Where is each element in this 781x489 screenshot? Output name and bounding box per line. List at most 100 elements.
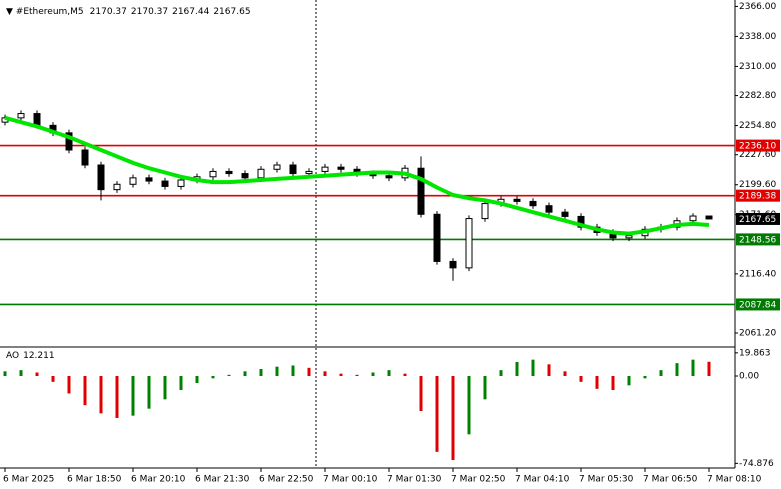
ao-bar	[259, 369, 263, 376]
ao-bar	[115, 376, 119, 418]
y-tick-label: 0.00	[739, 372, 759, 382]
level-tag	[736, 189, 780, 202]
level-tag	[736, 233, 780, 246]
ao-current-value: 12.211	[23, 351, 55, 361]
last-price-tag	[736, 212, 780, 225]
y-tick-label: 19.863	[739, 348, 771, 358]
ao-bar	[51, 376, 55, 382]
candle-body	[65, 132, 73, 151]
candle-body	[417, 167, 425, 215]
candle-body	[561, 211, 569, 217]
ao-bar	[99, 376, 103, 414]
ao-bar	[643, 376, 647, 379]
ao-bar	[83, 376, 87, 406]
ao-bar	[339, 373, 343, 376]
ao-bar	[371, 372, 375, 376]
ao-bar	[707, 361, 711, 376]
candle-body	[97, 164, 105, 191]
y-tick-label: 2310.00	[739, 62, 776, 72]
ao-bar	[691, 359, 695, 376]
header-arrow: ▼	[6, 7, 16, 17]
ao-bar	[211, 376, 215, 379]
ao-title: AO	[6, 351, 19, 361]
candle-body	[481, 203, 489, 220]
chart-header: ▼ #Ethereum,M5 2170.37 2170.37 2167.44 2167.…	[6, 7, 251, 17]
ao-bar	[435, 376, 439, 452]
ao-bar	[483, 376, 487, 400]
ao-bar	[547, 364, 551, 376]
ao-bar	[499, 370, 503, 376]
x-tick-label: 7 Mar 00:10	[323, 475, 378, 485]
candle-body	[449, 260, 457, 269]
candle-body	[321, 166, 329, 172]
y-tick-label: 2199.60	[739, 180, 776, 190]
candle-body	[33, 113, 41, 126]
ao-bar	[451, 376, 455, 460]
ao-bar	[147, 376, 151, 409]
y-tick-label: 2061.20	[739, 329, 776, 339]
x-tick-label: 6 Mar 20:10	[131, 475, 186, 485]
x-tick-label: 7 Mar 01:30	[387, 475, 442, 485]
candle-body	[465, 218, 473, 269]
header-close: 2167.65	[213, 7, 250, 17]
candle-body	[257, 168, 265, 179]
ao-bar	[19, 370, 23, 376]
candle-body	[273, 164, 281, 170]
ao-bar	[403, 373, 407, 376]
ao-bar	[611, 376, 615, 390]
ao-bar	[659, 370, 663, 376]
x-tick-label: 6 Mar 18:50	[67, 475, 122, 485]
x-tick-label: 6 Mar 21:30	[195, 475, 250, 485]
y-tick-label: 2227.60	[739, 150, 776, 160]
candle-body	[625, 235, 633, 239]
ao-bar	[467, 376, 471, 435]
candle-body	[529, 200, 537, 207]
y-tick-label: 2338.00	[739, 32, 776, 42]
header-high: 2170.37	[131, 7, 168, 17]
moving-average	[4, 115, 710, 236]
candle-body	[225, 170, 233, 175]
candle-body	[305, 170, 313, 175]
ao-bar	[307, 367, 311, 376]
candle-body	[689, 215, 697, 222]
ao-bar	[515, 362, 519, 376]
level-label: 2189.38	[739, 192, 776, 202]
y-tick-label: 2366.00	[739, 2, 776, 12]
ao-bar	[419, 376, 423, 411]
level-tag	[736, 139, 780, 152]
ao-bar	[275, 366, 279, 376]
candle-body	[513, 198, 521, 202]
candle-body	[241, 173, 249, 179]
ao-bar	[323, 371, 327, 376]
candle-body	[145, 177, 153, 182]
candle-body	[385, 175, 393, 179]
ao-bar	[563, 371, 567, 376]
ao-bar	[675, 363, 679, 376]
candle-body	[289, 164, 297, 175]
ao-header: AO 12.211	[6, 351, 55, 361]
level-label: 2087.84	[739, 300, 776, 310]
ao-bar	[291, 365, 295, 376]
candle-body	[209, 170, 217, 178]
ao-bar	[163, 376, 167, 400]
candle-body	[433, 213, 441, 262]
ao-pane: 19.863 0.00 -74.876	[3, 348, 774, 469]
header-open: 2170.37	[90, 7, 127, 17]
candle-body	[545, 205, 553, 213]
x-tick-label: 6 Mar 22:50	[259, 475, 314, 485]
ao-bar	[627, 376, 631, 386]
x-tick-label: 7 Mar 04:10	[515, 475, 570, 485]
candle-body	[161, 180, 169, 187]
candle-body	[81, 149, 89, 166]
x-tick-label: 6 Mar 2025	[3, 475, 54, 485]
ao-bar	[531, 359, 535, 376]
candle-body	[705, 215, 713, 220]
y-tick-label: 2116.40	[739, 269, 776, 279]
level-label: 2148.56	[739, 235, 776, 245]
ao-bar	[355, 374, 359, 376]
x-tick-label: 7 Mar 02:50	[451, 475, 506, 485]
ao-bar	[67, 376, 71, 394]
